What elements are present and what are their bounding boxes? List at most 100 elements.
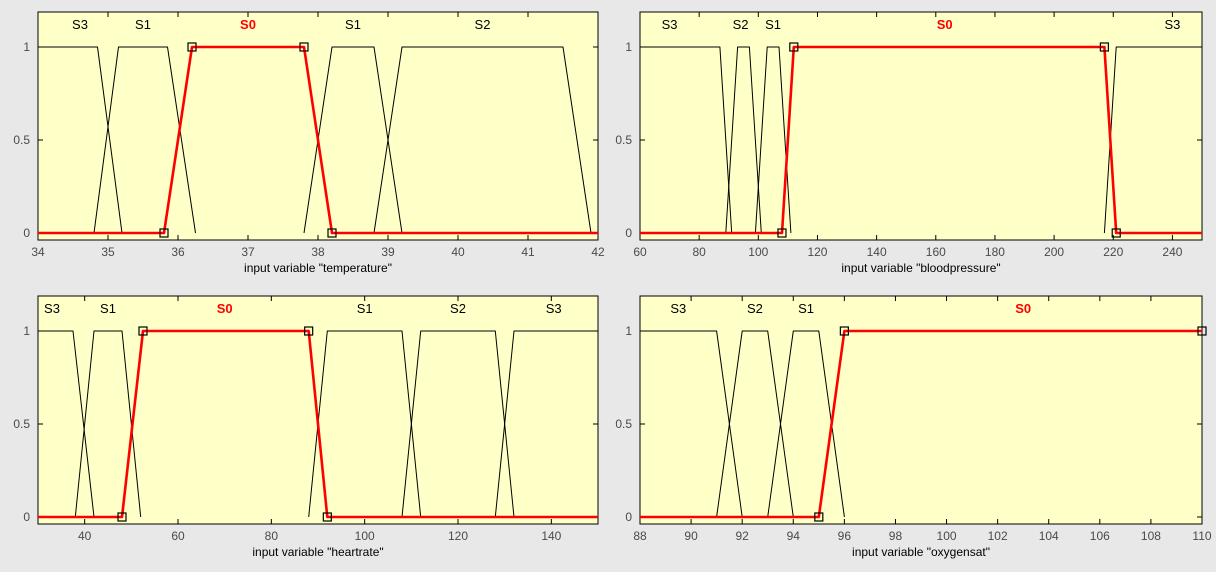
x-tick-label: 34 bbox=[31, 245, 45, 259]
mf-label-s3: S3 bbox=[1164, 17, 1180, 32]
x-tick-label: 39 bbox=[381, 245, 395, 259]
mf-handle[interactable] bbox=[117, 512, 127, 522]
mf-label-s1: S1 bbox=[357, 301, 373, 316]
mf-label-s1: S1 bbox=[798, 301, 814, 316]
mf-curve-s3[interactable] bbox=[494, 330, 598, 518]
mf-handle[interactable] bbox=[777, 228, 787, 238]
mf-label-s2: S2 bbox=[475, 17, 491, 32]
mf-label-s0: S0 bbox=[217, 301, 233, 316]
mf-handle[interactable] bbox=[299, 42, 309, 52]
mf-curve-s3[interactable] bbox=[38, 46, 123, 234]
x-axis-label: input variable "bloodpressure" bbox=[841, 261, 1000, 275]
mf-curve-s0-selected[interactable] bbox=[38, 45, 598, 235]
mf-handle[interactable] bbox=[1197, 326, 1207, 336]
mf-curve-s3[interactable] bbox=[640, 330, 743, 518]
x-tick-label: 100 bbox=[937, 529, 957, 543]
x-tick-label: 60 bbox=[633, 245, 647, 259]
mf-chart-1: 0 0.5 1 34 35 36 37 38 39 40 41 42 input variable "t… bbox=[13, 11, 605, 275]
mf-label-s0: S0 bbox=[1015, 301, 1031, 316]
x-tick-label: 36 bbox=[171, 245, 185, 259]
x-tick-label: 104 bbox=[1039, 529, 1059, 543]
y-tick-label: 0.5 bbox=[13, 417, 30, 431]
y-tick-label: 1 bbox=[23, 324, 30, 338]
y-tick-label: 0 bbox=[625, 226, 632, 240]
x-tick-label: 42 bbox=[591, 245, 605, 259]
y-tick-label: 0 bbox=[23, 226, 30, 240]
x-tick-label: 41 bbox=[521, 245, 535, 259]
mf-curve-s2[interactable] bbox=[373, 46, 592, 234]
x-tick-label: 140 bbox=[541, 529, 561, 543]
mf-label-s2: S2 bbox=[450, 301, 466, 316]
plot-area bbox=[37, 295, 599, 525]
mf-handle[interactable] bbox=[814, 512, 824, 522]
x-axis-label: input variable "heartrate" bbox=[252, 545, 383, 559]
plot-area bbox=[37, 11, 599, 241]
x-tick-label: 120 bbox=[448, 529, 468, 543]
x-tick-label: 80 bbox=[692, 245, 706, 259]
mf-chart-4: 0 0.5 1 88 90 92 94 96 98 100 102 104 106 108 110 input… bbox=[615, 295, 1212, 559]
x-tick-label: 88 bbox=[633, 529, 647, 543]
mf-handle[interactable] bbox=[159, 228, 169, 238]
x-tick-label: 94 bbox=[787, 529, 801, 543]
mf-handle[interactable] bbox=[1099, 42, 1109, 52]
x-tick-label: 108 bbox=[1141, 529, 1161, 543]
x-tick-label: 100 bbox=[748, 245, 768, 259]
mf-handle[interactable] bbox=[187, 42, 197, 52]
y-tick-label: 1 bbox=[625, 40, 632, 54]
x-tick-label: 106 bbox=[1090, 529, 1110, 543]
mf-label-s2: S2 bbox=[747, 301, 763, 316]
mf-handle[interactable] bbox=[789, 42, 799, 52]
mf-label-s1: S1 bbox=[100, 301, 116, 316]
mf-curve-s1[interactable] bbox=[754, 46, 792, 234]
x-tick-label: 96 bbox=[838, 529, 852, 543]
x-tick-label: 60 bbox=[171, 529, 185, 543]
mf-curve-s2[interactable] bbox=[725, 46, 762, 234]
mf-label-s3: S3 bbox=[670, 301, 686, 316]
mf-curve-s3[interactable] bbox=[1103, 46, 1202, 234]
mf-handle[interactable] bbox=[839, 326, 849, 336]
mf-handle[interactable] bbox=[322, 512, 332, 522]
mf-label-s0: S0 bbox=[937, 17, 953, 32]
mf-label-s3: S3 bbox=[546, 301, 562, 316]
x-tick-label: 180 bbox=[985, 245, 1005, 259]
mf-curve-s0-selected[interactable] bbox=[640, 45, 1202, 235]
mf-handle[interactable] bbox=[1111, 228, 1121, 238]
x-tick-label: 35 bbox=[101, 245, 115, 259]
x-tick-label: 100 bbox=[355, 529, 375, 543]
y-tick-label: 0.5 bbox=[615, 417, 632, 431]
mf-curve-s0-selected[interactable] bbox=[38, 329, 598, 519]
mf-label-s1: S1 bbox=[135, 17, 151, 32]
x-tick-label: 90 bbox=[684, 529, 698, 543]
x-axis-label: input variable "temperature" bbox=[244, 261, 392, 275]
y-tick-label: 0.5 bbox=[13, 133, 30, 147]
y-tick-label: 0 bbox=[625, 510, 632, 524]
mf-curve-s3[interactable] bbox=[640, 46, 733, 234]
x-tick-label: 220 bbox=[1103, 245, 1123, 259]
x-axis-label: input variable "oxygensat" bbox=[852, 545, 990, 559]
mf-label-s3: S3 bbox=[44, 301, 60, 316]
mf-curve-s3[interactable] bbox=[38, 330, 95, 518]
mf-curve-s0-selected[interactable] bbox=[640, 329, 1202, 519]
x-tick-label: 80 bbox=[265, 529, 279, 543]
mf-label-s0: S0 bbox=[240, 17, 256, 32]
x-tick-label: 98 bbox=[889, 529, 903, 543]
y-tick-label: 1 bbox=[23, 40, 30, 54]
mf-label-s2: S2 bbox=[733, 17, 749, 32]
x-tick-label: 40 bbox=[451, 245, 465, 259]
x-tick-label: 102 bbox=[988, 529, 1008, 543]
x-tick-label: 240 bbox=[1162, 245, 1182, 259]
x-tick-label: 38 bbox=[311, 245, 325, 259]
mf-handle[interactable] bbox=[304, 326, 314, 336]
mf-curve-s1[interactable] bbox=[93, 46, 196, 234]
x-tick-label: 200 bbox=[1044, 245, 1064, 259]
plot-area bbox=[639, 295, 1203, 525]
y-tick-label: 0 bbox=[23, 510, 30, 524]
mf-label-s3: S3 bbox=[72, 17, 88, 32]
mf-label-s3: S3 bbox=[662, 17, 678, 32]
mf-handle[interactable] bbox=[327, 228, 337, 238]
mf-handle[interactable] bbox=[138, 326, 148, 336]
y-tick-label: 0.5 bbox=[615, 133, 632, 147]
